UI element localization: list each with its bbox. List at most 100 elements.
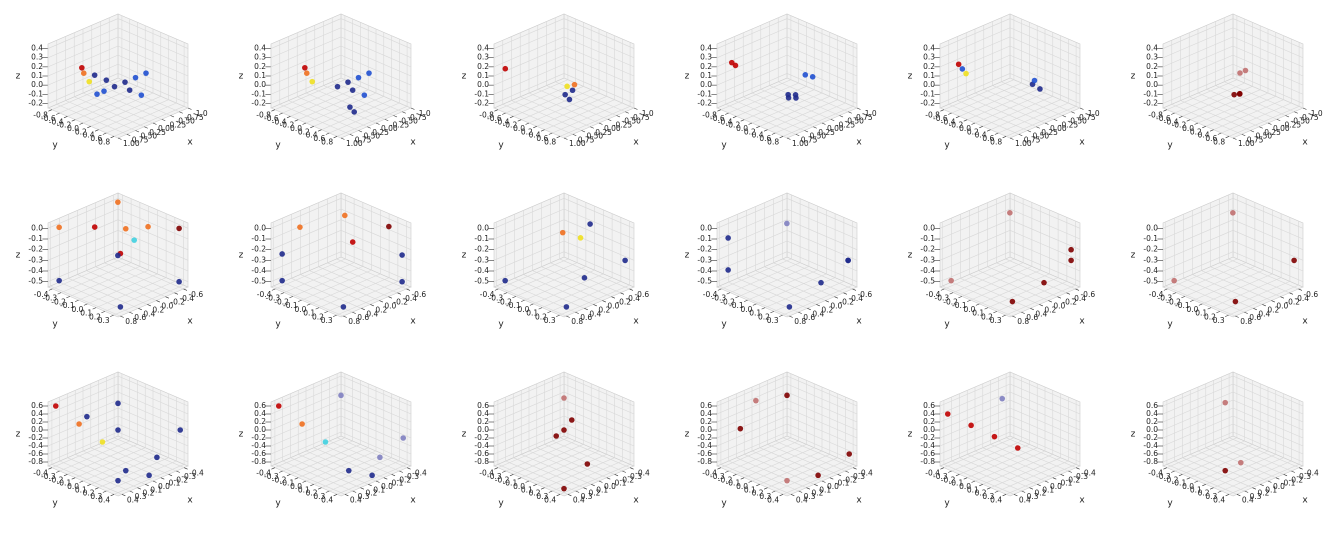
x-axis-label: x <box>1302 317 1308 327</box>
point <box>845 258 851 264</box>
tick-mark <box>1066 293 1070 295</box>
tick-mark <box>599 481 603 483</box>
y-axis-label: y <box>498 320 504 330</box>
tick-mark <box>607 478 611 480</box>
tick-mark <box>289 296 293 298</box>
point <box>139 92 145 98</box>
point <box>386 224 392 230</box>
tick-mark <box>1063 116 1067 118</box>
tick-mark <box>279 471 283 473</box>
point <box>784 221 790 227</box>
z-tick-label: 0.2 <box>31 62 43 71</box>
tick-mark <box>1245 491 1249 493</box>
tick-mark <box>608 119 612 121</box>
tick-mark <box>392 474 396 476</box>
z-axis-label: z <box>239 251 244 261</box>
tick-mark <box>271 468 275 470</box>
tick-mark <box>353 491 357 493</box>
z-tick-label: -0.1 <box>1143 234 1158 243</box>
tick-mark <box>161 478 165 480</box>
tick-mark <box>1286 116 1290 118</box>
z-tick-label: 0.0 <box>1146 223 1158 232</box>
tick-mark <box>1294 112 1298 114</box>
z-tick-label: -0.1 <box>28 89 43 98</box>
tick-mark <box>1202 126 1206 128</box>
tick-mark <box>526 481 530 483</box>
tick-mark <box>188 108 192 110</box>
z-tick-label: 0.2 <box>477 62 489 71</box>
tick-mark <box>1061 474 1065 476</box>
z-tick-label: 0.3 <box>31 53 43 62</box>
z-axis-label: z <box>462 72 467 82</box>
y-axis-label: y <box>721 499 727 509</box>
point <box>784 393 790 399</box>
tick-mark <box>316 308 320 310</box>
tick-mark <box>805 131 809 133</box>
y-axis-label: y <box>721 141 727 151</box>
tick-mark <box>1277 119 1281 121</box>
z-axis-label: z <box>462 430 467 440</box>
z-tick-label: 0.1 <box>700 71 712 80</box>
z-axis-label: z <box>16 72 21 82</box>
point <box>1243 68 1249 74</box>
z-tick-label: 0.1 <box>31 71 43 80</box>
z-tick-label: 0.0 <box>477 80 489 89</box>
tick-mark <box>1003 136 1007 138</box>
point <box>787 304 793 310</box>
tick-mark <box>987 130 991 132</box>
tick-mark <box>582 131 586 133</box>
tick-mark <box>533 484 537 486</box>
tick-mark <box>796 134 800 136</box>
tick-mark <box>1233 138 1237 140</box>
tick-mark <box>625 112 629 114</box>
point <box>92 224 98 230</box>
z-tick-label: 0.0 <box>254 223 266 232</box>
x-axis-label: x <box>856 496 862 506</box>
tick-mark <box>345 494 349 496</box>
tick-mark <box>147 304 151 306</box>
tick-mark <box>184 468 188 470</box>
tick-mark <box>741 120 745 122</box>
x-tick-label: -1.0 <box>193 109 208 118</box>
z-tick-label: 0.2 <box>1146 62 1158 71</box>
point <box>115 199 121 205</box>
tick-mark <box>303 123 307 125</box>
tick-mark <box>324 311 328 313</box>
tick-mark <box>840 116 844 118</box>
tick-mark <box>1289 293 1293 295</box>
tick-mark <box>940 110 944 112</box>
x-tick-label: -0.4 <box>858 469 873 478</box>
tick-mark <box>1002 315 1006 317</box>
z-tick-label: -0.2 <box>474 98 489 107</box>
y-tick-label: 0.3 <box>321 316 333 325</box>
x-axis-label: x <box>633 317 639 327</box>
point <box>992 434 998 440</box>
y-axis-label: y <box>721 320 727 330</box>
x-axis-label: x <box>410 496 416 506</box>
y-axis-label: y <box>52 320 58 330</box>
tick-mark <box>749 123 753 125</box>
y-tick-label: 0.8 <box>321 137 333 146</box>
tick-mark <box>130 491 134 493</box>
tick-mark <box>1218 133 1222 135</box>
tick-mark <box>622 471 626 473</box>
z-axis-label: z <box>685 251 690 261</box>
tick-mark <box>56 113 60 115</box>
point <box>587 221 593 227</box>
figure: 0.40.30.20.10.0-0.1-0.21.000.750.500.250… <box>0 0 1338 537</box>
tick-mark <box>397 293 401 295</box>
x-tick-label: -0.6 <box>857 290 872 299</box>
point <box>810 74 816 80</box>
tick-mark <box>176 471 180 473</box>
y-tick-label: 0.4 <box>321 495 333 504</box>
x-axis-label: x <box>1302 138 1308 148</box>
tick-mark <box>103 491 107 493</box>
point <box>346 468 352 474</box>
point <box>131 237 137 243</box>
z-tick-label: -0.5 <box>697 277 712 286</box>
tick-mark <box>326 133 330 135</box>
tick-mark <box>813 127 817 129</box>
point <box>118 304 124 310</box>
y-axis-label: y <box>944 320 950 330</box>
z-axis-label: z <box>462 251 467 261</box>
